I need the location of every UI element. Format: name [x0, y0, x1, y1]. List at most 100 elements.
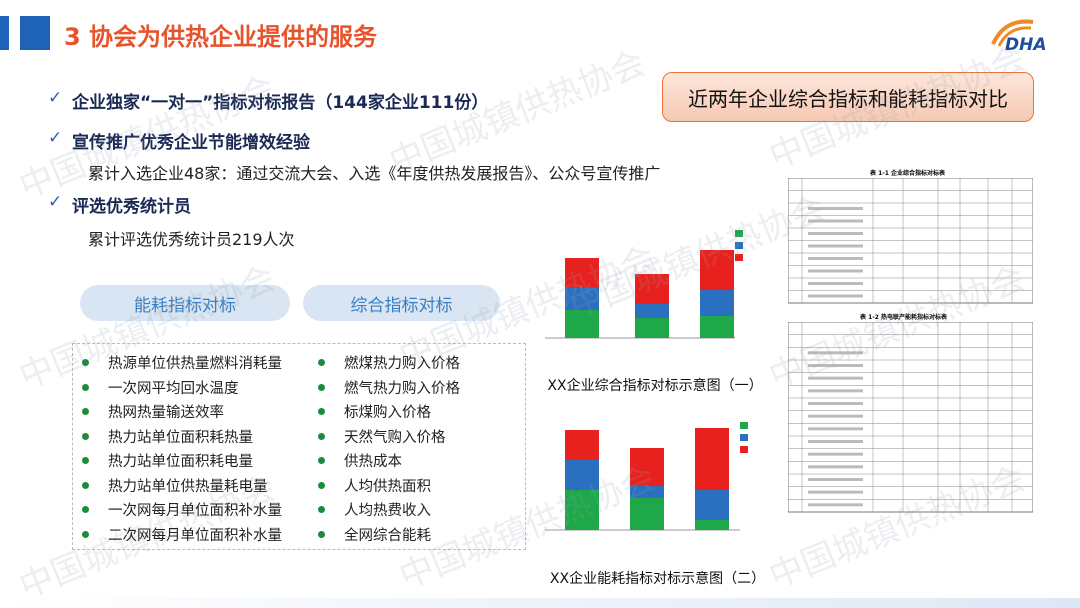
table-text [808, 232, 863, 235]
table-text [808, 427, 863, 431]
logo-text: DHA [1005, 35, 1047, 54]
list-item: 全网综合能耗 [344, 527, 431, 544]
table-title: 表 1-2 热电联产能耗指标对标表 [860, 314, 948, 321]
list-item: 供热成本 [344, 454, 402, 470]
bullet-dot [82, 530, 89, 538]
list-item: 燃气热力购入价格 [344, 380, 460, 397]
table-text [808, 364, 863, 367]
table-text [808, 389, 863, 393]
bullet-dot [318, 506, 325, 513]
bar-segment [565, 258, 599, 288]
bullet-dot [318, 481, 325, 489]
table-text [808, 503, 863, 507]
check: ✓ [48, 88, 63, 108]
bullet-dot [318, 457, 325, 464]
list-item: 热源单位供热量燃料消耗量 [108, 356, 282, 372]
table-text [808, 478, 863, 481]
bullet-dot [318, 383, 325, 391]
bullet-dot [82, 408, 89, 415]
header-bar [0, 16, 9, 50]
bar-segment [635, 304, 669, 318]
list-item: 二次网每月单位面积补水量 [108, 527, 282, 544]
header-block [20, 16, 50, 50]
bar-segment [635, 274, 669, 304]
bar-segment [695, 490, 729, 520]
bullet-dot [318, 408, 325, 415]
bar-segment [565, 490, 599, 530]
logo: DHA [991, 19, 1047, 54]
list-item: 热力站单位面积耗电量 [108, 454, 253, 470]
bullet-dot [318, 359, 325, 366]
bar-segment [700, 316, 734, 338]
legend-swatch [735, 230, 743, 237]
table-text [808, 414, 863, 418]
table-text [808, 490, 863, 494]
table-text [808, 376, 863, 380]
bar-segment [565, 460, 599, 490]
list-box [72, 343, 526, 550]
list-item: 燃煤热力购入价格 [344, 356, 460, 372]
check: ✓ [48, 128, 63, 148]
list-item: 天然气购入价格 [344, 429, 446, 446]
list-item: 一次网每月单位面积补水量 [108, 503, 282, 519]
legend-swatch [740, 434, 748, 441]
bar-segment [695, 428, 729, 490]
table-text [808, 440, 863, 443]
list-item: 热力站单位供热量耗电量 [108, 478, 268, 495]
bullet-dot [82, 481, 89, 489]
callout: 近两年企业综合指标和能耗指标对比 [662, 72, 1034, 122]
table-title: 表 1-1 企业综合指标对标表 [870, 170, 946, 177]
bullet-detail: 累计入选企业48家：通过交流大会、入选《年度供热发展报告》、公众号宣传推广 [88, 164, 661, 183]
bar-segment [630, 498, 664, 530]
tab: 能耗指标对标 [80, 285, 290, 321]
bullet-dot [82, 506, 89, 513]
slide-title: 3 协会为供热企业提供的服务 [64, 23, 378, 51]
bar-segment [630, 448, 664, 486]
bar-segment [700, 290, 734, 316]
check: ✓ [48, 192, 63, 212]
table-text [808, 269, 863, 273]
figure-caption: XX企业综合指标对标示意图（一） [547, 378, 763, 394]
table-frame [788, 322, 1033, 513]
bullet: 宣传推广优秀企业节能增效经验 [72, 133, 310, 153]
bullet-detail: 累计评选优秀统计员219人次 [88, 230, 295, 249]
table-text [808, 294, 863, 298]
bar-segment [695, 520, 729, 530]
bullet: 评选优秀统计员 [72, 197, 191, 217]
bar-segment [565, 430, 599, 460]
bullet-dot [82, 457, 89, 464]
list-item: 热网热量输送效率 [108, 405, 224, 421]
table [788, 322, 1033, 513]
bar-segment [635, 318, 669, 338]
list-item: 标煤购入价格 [344, 405, 431, 421]
table-text [808, 282, 863, 285]
bar-segment [700, 250, 734, 290]
table-text [808, 452, 863, 456]
bullet-dot [82, 383, 89, 391]
legend-swatch [740, 422, 748, 429]
table-text [808, 219, 863, 223]
list-item: 热力站单位面积耗热量 [108, 429, 253, 446]
list-item: 一次网平均回水温度 [108, 380, 239, 397]
bullet-dot [82, 359, 89, 366]
figure-1 [545, 230, 743, 339]
footer-strip [0, 598, 1080, 608]
table [788, 178, 1033, 304]
legend-swatch [735, 254, 743, 261]
table-text [808, 465, 863, 469]
bar-segment [630, 486, 664, 498]
bar-segment [565, 288, 599, 310]
table-frame [788, 178, 1033, 304]
bar-segment [565, 310, 599, 338]
bullet-dot [82, 432, 89, 440]
table-text [808, 207, 863, 210]
legend-swatch [740, 446, 748, 453]
legend-swatch [735, 242, 743, 249]
bullet: 企业独家“一对一”指标对标报告（144家企业111份） [72, 93, 489, 113]
bullet-dot [318, 432, 325, 440]
table-text [808, 244, 863, 248]
table-text [808, 402, 863, 405]
table-text [808, 257, 863, 260]
tab: 综合指标对标 [303, 285, 500, 321]
